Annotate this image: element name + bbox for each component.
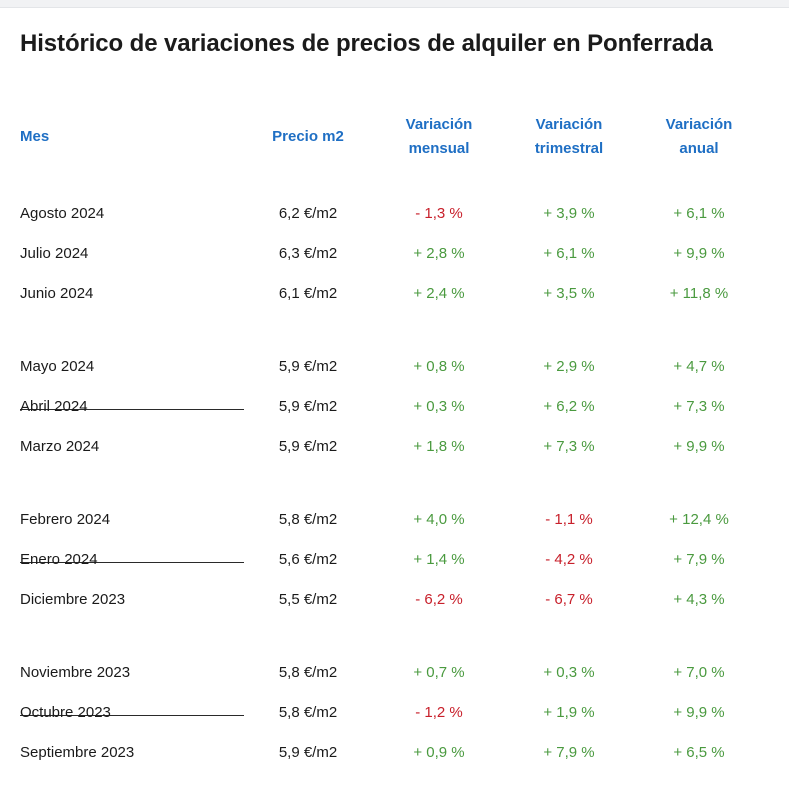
cell-variacion-anual: + 4,7 % — [673, 358, 725, 375]
cell-variacion-anual: + 4,3 % — [673, 591, 725, 608]
cell-variacion-anual: + 9,9 % — [673, 704, 725, 721]
header-variacion-trimestral-line2: trimestral — [534, 140, 604, 157]
cell-variacion-mensual: + 1,8 % — [413, 438, 465, 455]
cell-mes: Mayo 2024 — [20, 358, 95, 375]
header-variacion-anual: Variación anual — [650, 113, 748, 161]
group-divider — [20, 562, 244, 563]
cell-variacion-mensual: + 0,9 % — [413, 744, 465, 761]
header-variacion-anual-line2: anual — [679, 140, 719, 157]
cell-variacion-trimestral: + 6,2 % — [543, 398, 595, 415]
cell-variacion-trimestral: + 7,3 % — [543, 438, 595, 455]
group-divider — [20, 715, 244, 716]
cell-precio: 5,9 €/m2 — [278, 438, 338, 455]
cell-variacion-mensual: + 4,0 % — [413, 511, 465, 528]
cell-variacion-mensual: - 1,2 % — [415, 704, 463, 721]
cell-precio: 6,2 €/m2 — [278, 205, 338, 222]
cell-variacion-anual: + 9,9 % — [673, 245, 725, 262]
group-divider — [20, 409, 244, 410]
cell-variacion-trimestral: + 3,5 % — [543, 285, 595, 302]
cell-variacion-mensual: - 6,2 % — [415, 591, 463, 608]
header-variacion-mensual-line2: mensual — [408, 140, 470, 157]
cell-precio: 5,6 €/m2 — [278, 551, 338, 568]
cell-variacion-anual: + 6,5 % — [673, 744, 725, 761]
cell-variacion-mensual: + 2,8 % — [413, 245, 465, 262]
cell-variacion-mensual: - 1,3 % — [415, 205, 463, 222]
cell-variacion-trimestral: - 4,2 % — [545, 551, 593, 568]
cell-variacion-trimestral: + 6,1 % — [543, 245, 595, 262]
cell-variacion-trimestral: + 3,9 % — [543, 205, 595, 222]
cell-precio: 5,8 €/m2 — [278, 704, 338, 721]
cell-variacion-trimestral: + 0,3 % — [543, 664, 595, 681]
cell-variacion-trimestral: + 2,9 % — [543, 358, 595, 375]
cell-mes: Agosto 2024 — [20, 205, 105, 222]
header-variacion-mensual-line1: Variación — [405, 116, 473, 133]
cell-mes: Diciembre 2023 — [20, 591, 126, 608]
header-variacion-anual-line1: Variación — [665, 116, 733, 133]
cell-precio: 5,9 €/m2 — [278, 398, 338, 415]
cell-precio: 5,5 €/m2 — [278, 591, 338, 608]
header-mes: Mes — [20, 128, 50, 145]
cell-variacion-trimestral: - 1,1 % — [545, 511, 593, 528]
cell-mes: Febrero 2024 — [20, 511, 111, 528]
cell-variacion-mensual: + 1,4 % — [413, 551, 465, 568]
cell-mes: Junio 2024 — [20, 285, 94, 302]
cell-precio: 5,8 €/m2 — [278, 664, 338, 681]
page-title: Histórico de variaciones de precios de a… — [20, 30, 713, 57]
header-variacion-trimestral-line1: Variación — [535, 116, 603, 133]
cell-variacion-anual: + 6,1 % — [673, 205, 725, 222]
cell-mes: Julio 2024 — [20, 245, 89, 262]
cell-variacion-trimestral: - 6,7 % — [545, 591, 593, 608]
cell-variacion-anual: + 9,9 % — [673, 438, 725, 455]
cell-mes: Noviembre 2023 — [20, 664, 131, 681]
cell-mes: Enero 2024 — [20, 551, 98, 568]
cell-variacion-mensual: + 0,7 % — [413, 664, 465, 681]
cell-precio: 5,9 €/m2 — [278, 744, 338, 761]
cell-variacion-trimestral: + 1,9 % — [543, 704, 595, 721]
header-precio: Precio m2 — [272, 128, 344, 145]
cell-precio: 6,1 €/m2 — [278, 285, 338, 302]
cell-variacion-anual: + 7,9 % — [673, 551, 725, 568]
cell-mes: Octubre 2023 — [20, 704, 111, 721]
top-border — [0, 0, 789, 8]
header-variacion-trimestral: Variación trimestral — [520, 113, 618, 161]
header-variacion-mensual: Variación mensual — [390, 113, 488, 161]
cell-mes: Marzo 2024 — [20, 438, 100, 455]
cell-variacion-anual: + 7,0 % — [673, 664, 725, 681]
cell-variacion-mensual: + 0,8 % — [413, 358, 465, 375]
cell-variacion-trimestral: + 7,9 % — [543, 744, 595, 761]
cell-variacion-anual: + 11,8 % — [669, 285, 729, 302]
cell-precio: 5,8 €/m2 — [278, 511, 338, 528]
cell-variacion-anual: + 7,3 % — [673, 398, 725, 415]
cell-mes: Abril 2024 — [20, 398, 88, 415]
cell-mes: Septiembre 2023 — [20, 744, 135, 761]
cell-variacion-mensual: + 0,3 % — [413, 398, 465, 415]
cell-precio: 6,3 €/m2 — [278, 245, 338, 262]
cell-variacion-anual: + 12,4 % — [669, 511, 729, 528]
cell-variacion-mensual: + 2,4 % — [413, 285, 465, 302]
cell-precio: 5,9 €/m2 — [278, 358, 338, 375]
